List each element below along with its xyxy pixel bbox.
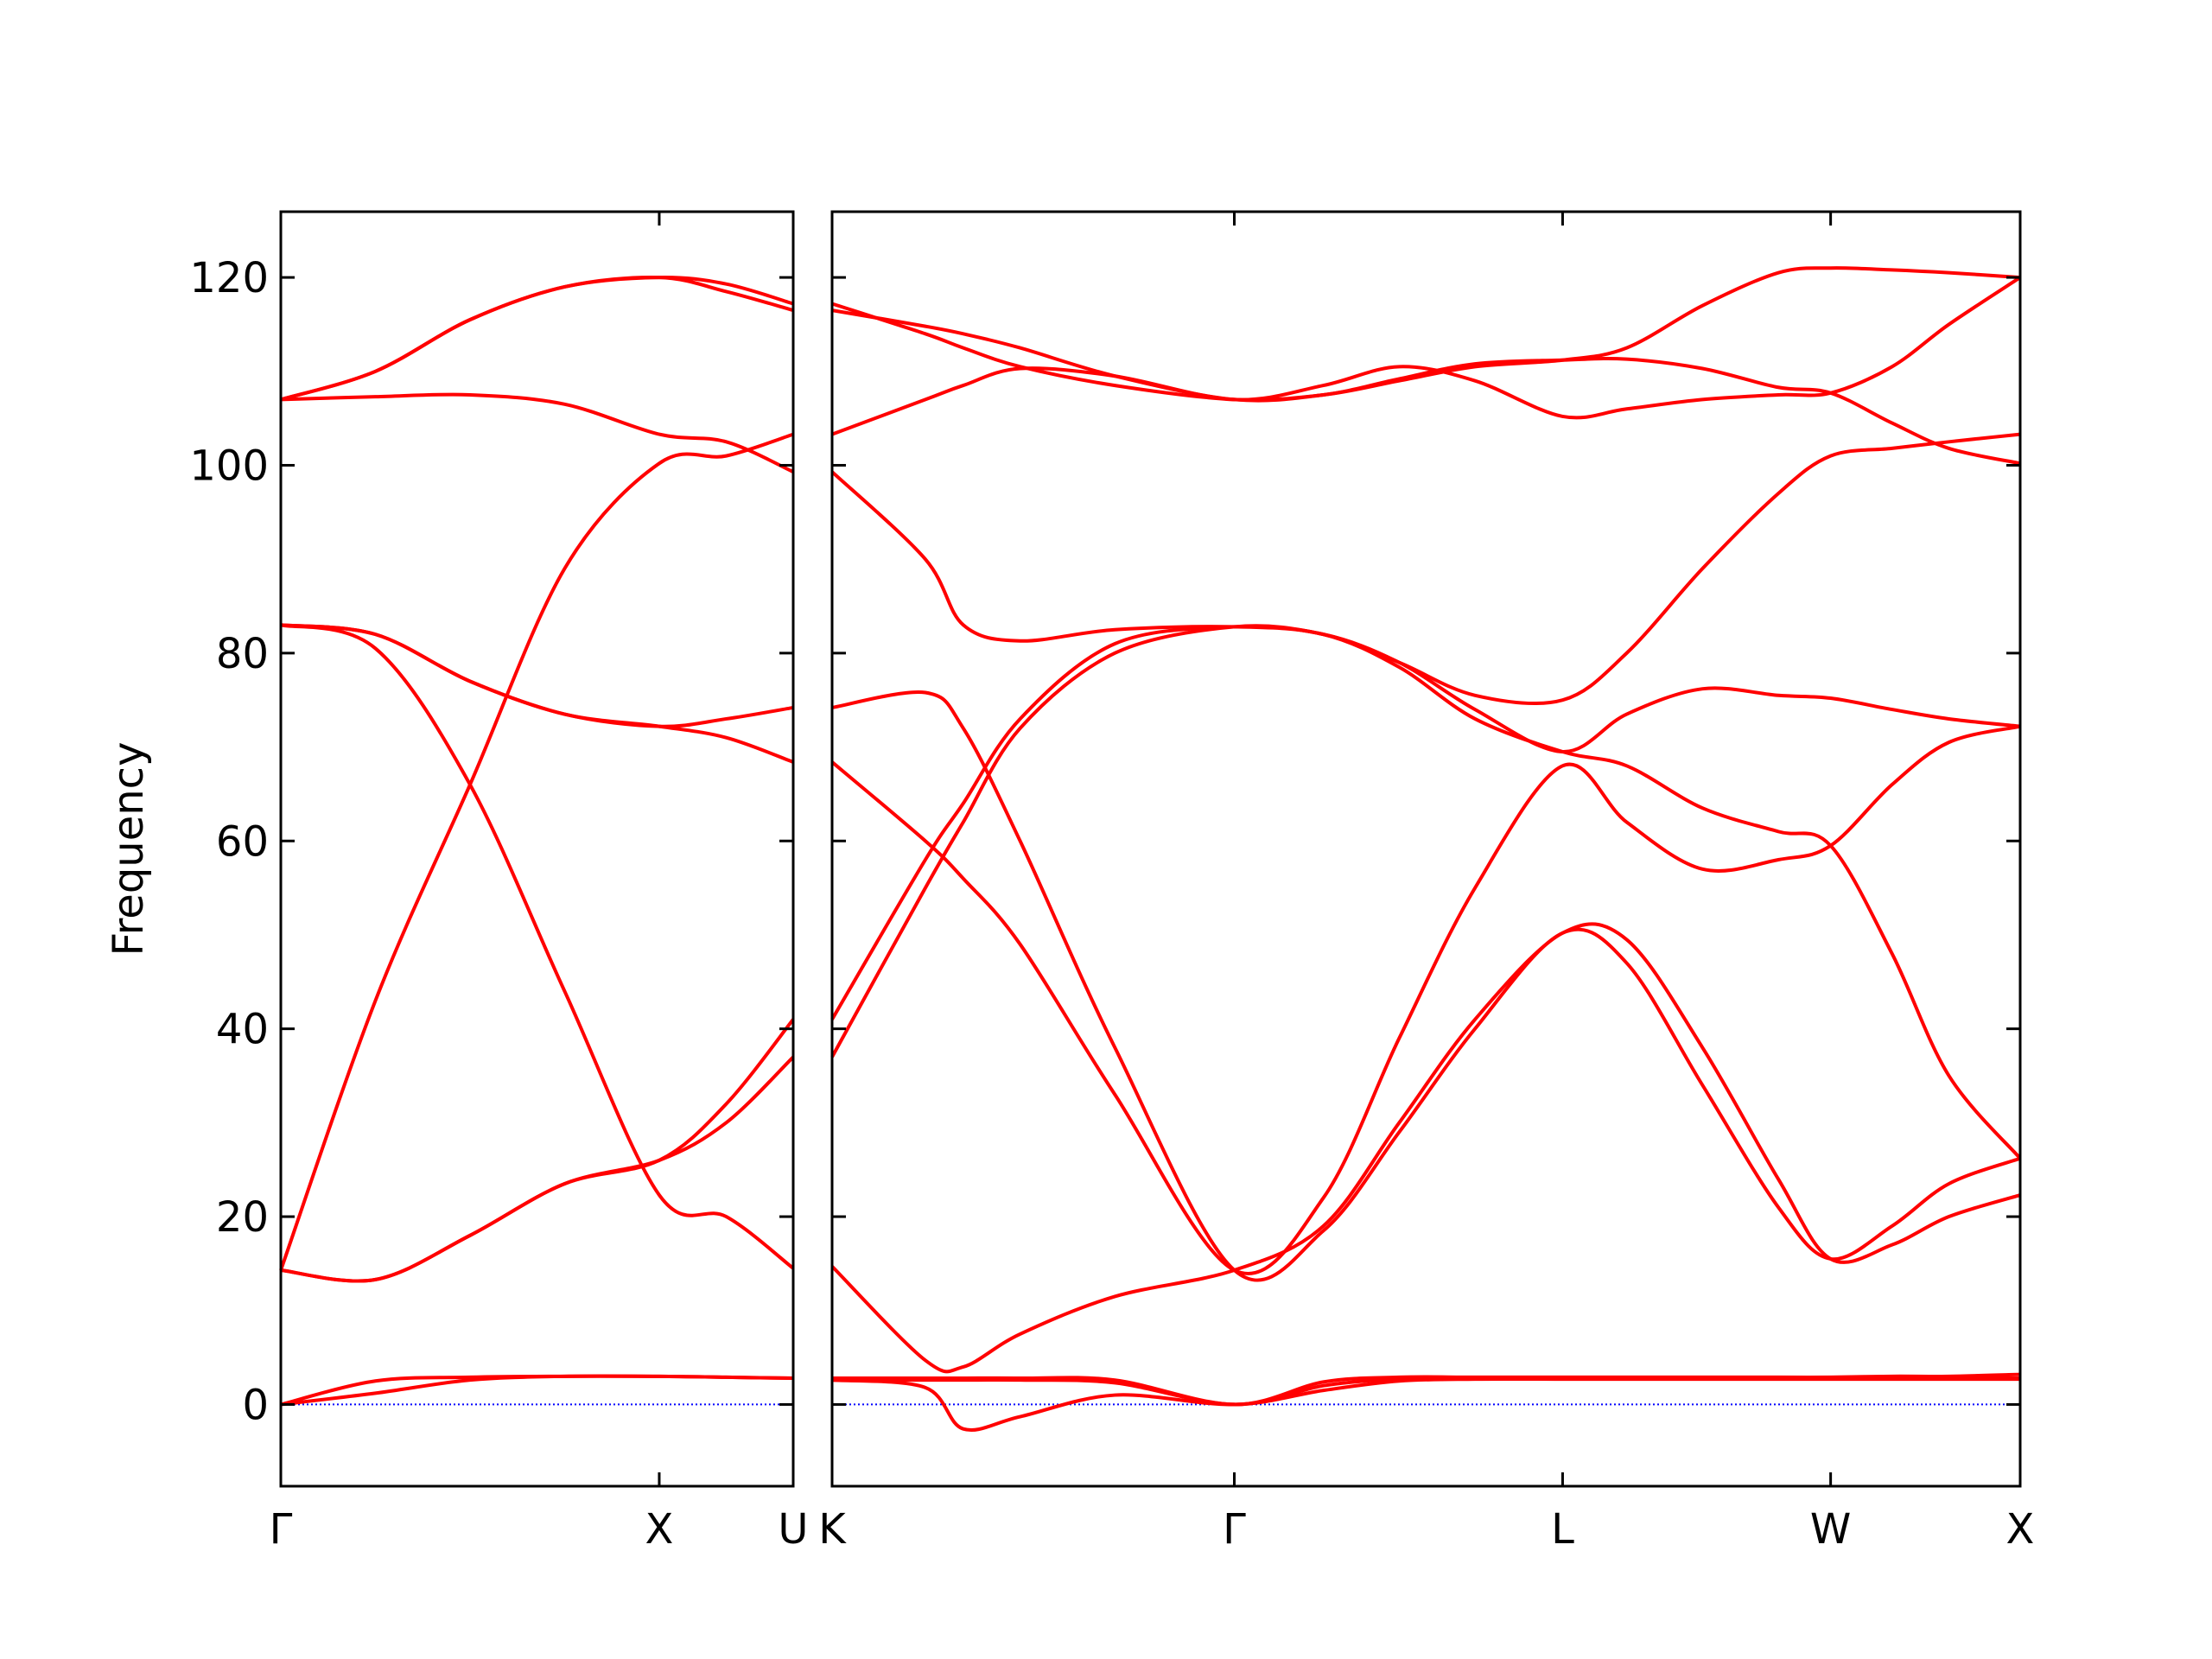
x-tick-label: K [818, 1505, 847, 1554]
band-line [831, 1376, 2020, 1432]
axes-frame [279, 210, 795, 1488]
band-line [280, 1374, 794, 1407]
y-tick-label: 0 [242, 1381, 269, 1429]
y-tick-label: 20 [216, 1193, 269, 1242]
band-line [280, 1055, 795, 1283]
band-line [831, 1376, 2020, 1407]
band-line [831, 276, 2022, 436]
y-tick-label: 60 [216, 817, 269, 866]
band-line [830, 724, 2021, 1275]
x-tick-label: Γ [1223, 1505, 1246, 1554]
band-line [830, 922, 2021, 1374]
x-tick-label: Γ [270, 1505, 293, 1554]
y-tick-label: 120 [189, 254, 269, 302]
axes-frame [830, 210, 2022, 1488]
x-tick-label: X [645, 1505, 674, 1554]
band-line [279, 432, 794, 1271]
band-line [831, 266, 2021, 402]
band-line [830, 470, 2022, 1160]
x-tick-label: W [1810, 1505, 1851, 1554]
band-line [280, 623, 794, 764]
x-tick-label: L [1551, 1505, 1574, 1554]
x-tick-label: X [2006, 1505, 2035, 1554]
y-tick-label: 80 [216, 630, 269, 678]
band-line [280, 1018, 795, 1283]
band-line [831, 308, 2021, 466]
band-line [280, 623, 795, 1270]
y-tick-label: 100 [189, 442, 269, 490]
y-tick-label: 40 [216, 1006, 269, 1054]
band-line [830, 624, 2021, 1020]
band-line [280, 275, 794, 402]
band-line [280, 1374, 794, 1407]
band-line [831, 690, 2021, 1282]
band-line [280, 623, 794, 728]
band-line [830, 432, 2021, 1058]
x-tick-label: U [778, 1505, 808, 1554]
band-line [280, 392, 794, 474]
y-axis-label: Frequency [105, 742, 153, 957]
